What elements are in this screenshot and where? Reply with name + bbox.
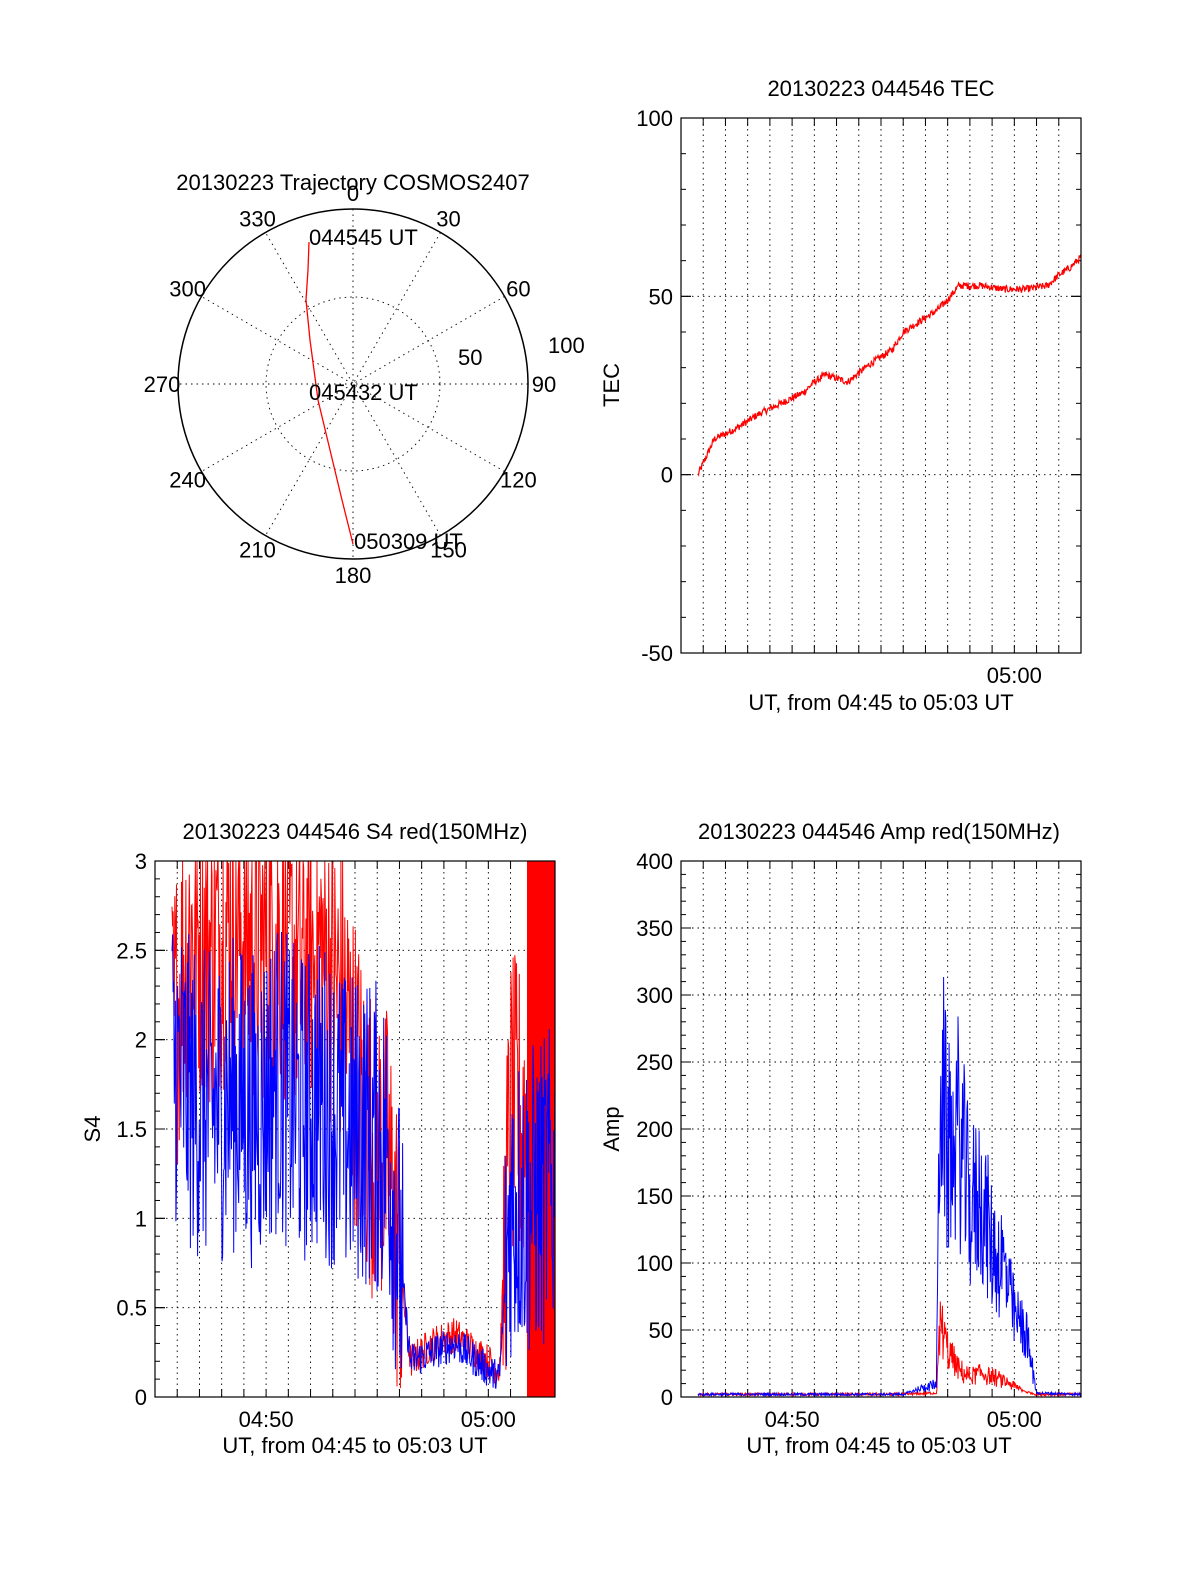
y-tick-label: 50 (649, 284, 673, 309)
polar-angle-label: 270 (144, 372, 181, 397)
polar-angle-label: 120 (500, 468, 537, 493)
y-tick-label: 2.5 (116, 938, 147, 963)
trajectory-start-label: 044545 UT (309, 225, 418, 250)
polar-angle-label: 240 (169, 468, 206, 493)
s4-y-tick-labels: 3 2.5 2 1.5 1 0.5 0 (116, 849, 147, 1410)
tec-title: 20130223 044546 TEC (767, 76, 994, 101)
polar-angle-label: 90 (532, 372, 556, 397)
tec-y-axis-label: TEC (599, 363, 624, 407)
polar-spoke (265, 232, 441, 536)
tec-x-tick-labels: 05:00 (987, 663, 1042, 688)
tec-axes-frame (680, 117, 1082, 654)
polar-angle-label: 330 (239, 207, 276, 232)
x-tick-label: 05:00 (987, 1407, 1042, 1432)
polar-angle-label: 30 (436, 207, 460, 232)
y-tick-label: 100 (636, 106, 673, 131)
y-tick-label: 200 (636, 1117, 673, 1142)
y-tick-label: 3 (135, 849, 147, 874)
polar-radius-label-50: 50 (458, 345, 482, 370)
series-line (697, 254, 1082, 477)
polar-angle-labels: 0 30 60 90 120 150 180 210 240 270 300 330 (144, 181, 557, 588)
polar-angle-label: 210 (239, 537, 276, 562)
y-tick-label: 250 (636, 1050, 673, 1075)
y-tick-label: 1.5 (116, 1117, 147, 1142)
x-tick-label: 05:00 (987, 663, 1042, 688)
s4-plot: 20130223 044546 S4 red(150MHz) 3 2.5 2 1.5 1… (80, 819, 556, 1458)
y-tick-label: 50 (649, 1318, 673, 1343)
series-line (697, 976, 1082, 1398)
polar-spoke (265, 232, 441, 536)
polar-title: 20130223 Trajectory COSMOS2407 (176, 170, 529, 195)
polar-angle-label: 0 (347, 181, 359, 206)
amp-x-tick-labels: 04:50 05:00 (765, 1407, 1042, 1432)
trajectory-mid-label: 045432 UT (309, 380, 418, 405)
s4-series (171, 860, 556, 1397)
polar-angle-label: 180 (335, 563, 372, 588)
y-tick-label: 1 (135, 1206, 147, 1231)
amp-grid (681, 861, 1081, 1397)
y-tick-label: 0 (661, 463, 673, 488)
polar-trajectory-plot: 20130223 Trajectory COSMOS2407 0 30 60 90 12… (144, 170, 585, 588)
tec-ticks (681, 117, 1081, 654)
amp-axes-frame (680, 860, 1082, 1398)
polar-spoke (201, 296, 505, 472)
x-tick-label: 04:50 (765, 1407, 820, 1432)
s4-axes-frame (154, 860, 556, 1398)
x-tick-label: 04:50 (239, 1407, 294, 1432)
amp-title: 20130223 044546 Amp red(150MHz) (698, 819, 1060, 844)
tec-series (697, 254, 1082, 477)
trajectory-end-label: 050309 UT (354, 529, 463, 554)
amp-y-tick-labels: 400 350 300 250 200 150 100 50 0 (636, 849, 673, 1410)
series-line (171, 931, 556, 1389)
s4-y-axis-label: S4 (80, 1116, 105, 1143)
tec-y-tick-labels: 100 50 0 -50 (636, 106, 673, 666)
s4-title: 20130223 044546 S4 red(150MHz) (183, 819, 528, 844)
y-tick-label: 100 (636, 1251, 673, 1276)
polar-angle-label: 300 (169, 277, 206, 302)
polar-spokes (178, 209, 528, 559)
tec-grid (681, 118, 1081, 653)
amp-y-axis-label: Amp (599, 1106, 624, 1151)
polar-radius-label-100: 100 (548, 333, 585, 358)
tec-x-axis-label: UT, from 04:45 to 05:03 UT (748, 690, 1013, 715)
amp-x-axis-label: UT, from 04:45 to 05:03 UT (746, 1433, 1011, 1458)
amp-series (697, 976, 1082, 1398)
y-tick-label: 0 (661, 1385, 673, 1410)
tec-plot: 20130223 044546 TEC 100 50 0 -50 05:00 UT, … (599, 76, 1082, 715)
polar-angle-label: 60 (506, 277, 530, 302)
trajectory-track (305, 241, 354, 545)
y-tick-label: 350 (636, 916, 673, 941)
y-tick-label: -50 (641, 641, 673, 666)
x-tick-label: 05:00 (461, 1407, 516, 1432)
y-tick-label: 2 (135, 1028, 147, 1053)
y-tick-label: 300 (636, 983, 673, 1008)
s4-x-axis-label: UT, from 04:45 to 05:03 UT (222, 1433, 487, 1458)
amp-plot: 20130223 044546 Amp red(150MHz) 400 350 30… (599, 819, 1082, 1458)
y-tick-label: 0 (135, 1385, 147, 1410)
y-tick-label: 400 (636, 849, 673, 874)
s4-x-tick-labels: 04:50 05:00 (239, 1407, 516, 1432)
polar-spoke (201, 296, 505, 472)
y-tick-label: 0.5 (116, 1296, 147, 1321)
amp-ticks (681, 860, 1081, 1398)
polar-angle-label: 150 (430, 537, 467, 562)
y-tick-label: 150 (636, 1184, 673, 1209)
